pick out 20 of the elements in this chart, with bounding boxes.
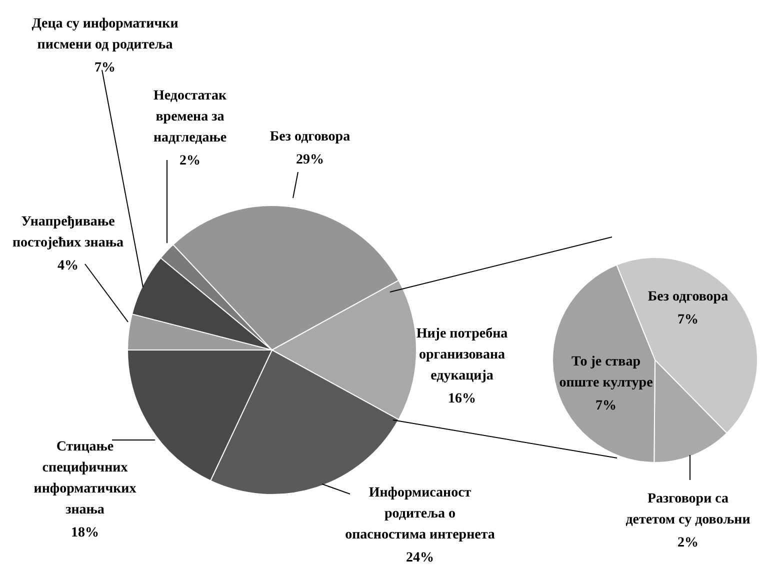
data-label: 18%	[71, 526, 99, 541]
slice-label: Унапређивање постојећих знања	[12, 214, 124, 251]
data-label: 2%	[180, 154, 200, 169]
data-label: 7%	[678, 312, 698, 328]
slice-label: Разговори са дететом су довољни	[626, 492, 750, 528]
slice-label: Информисаност родитеља о опасностима интернета	[345, 486, 495, 543]
slice-label: Није потребна организована едукација	[416, 326, 508, 384]
data-label: 2%	[678, 536, 698, 551]
slice-label: Стицање специфичних информатичких знања	[34, 440, 136, 518]
data-label: 4%	[58, 258, 78, 274]
data-label: 7%	[94, 60, 116, 76]
slice-label: Деца су информатички писмени од родитеља	[32, 16, 178, 53]
data-label: 16%	[448, 392, 476, 407]
slice-label: Без одговора	[270, 130, 350, 145]
data-label: 24%	[406, 550, 434, 566]
slice-label: Без одговора	[648, 290, 728, 305]
data-label: 29%	[296, 152, 324, 168]
slice-label: Недостатак времена за надгледање	[153, 88, 228, 146]
data-label: 7%	[596, 398, 616, 414]
slice-label: То је ствар опште културе	[559, 354, 653, 391]
